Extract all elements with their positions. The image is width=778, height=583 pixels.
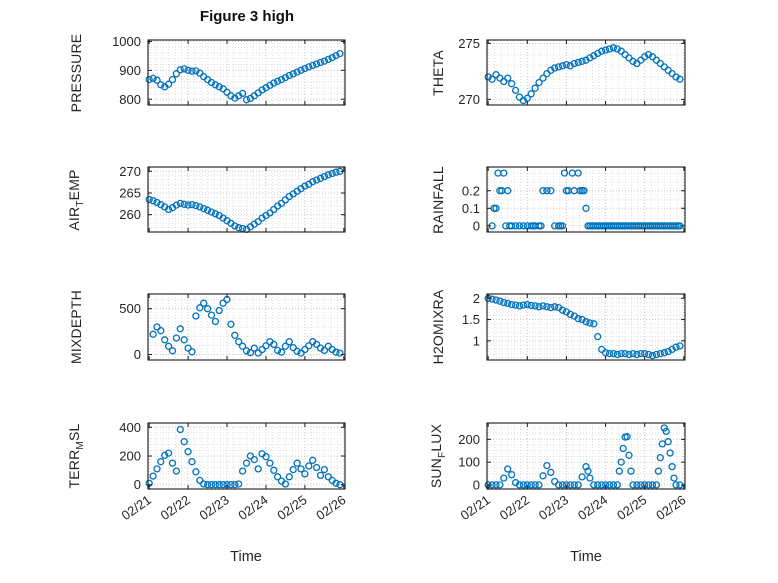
svg-text:275: 275 (458, 36, 480, 51)
y-tick-labels: 11.52 (462, 291, 480, 349)
tick-marks (148, 40, 345, 105)
svg-text:200: 200 (119, 449, 141, 464)
svg-text:400: 400 (119, 420, 141, 435)
subplot-THETA: 270 275 (458, 36, 686, 107)
data-points (484, 44, 684, 105)
grid (487, 167, 685, 232)
subplot-H2OMIXRA: 11.52 (462, 291, 686, 361)
data-points (484, 294, 684, 360)
svg-text:260: 260 (119, 207, 141, 222)
data-points (488, 169, 684, 230)
svg-text:02/23: 02/23 (196, 492, 231, 523)
svg-text:0.1: 0.1 (462, 201, 480, 216)
axes-box (147, 166, 346, 233)
y-tick-labels: 0 500 (119, 301, 141, 362)
y-tick-labels: 260 265 270 (119, 164, 141, 222)
data-points (484, 424, 684, 489)
ylabel-rainfall: RAINFALL (430, 165, 446, 234)
tick-marks (148, 294, 345, 360)
svg-text:0: 0 (473, 477, 480, 492)
subplot-SUN_FLUX: 0 100 200 02/21 02/22 02/23 02/24 02/25 02/26 (458, 422, 689, 523)
svg-text:02/23: 02/23 (536, 492, 571, 523)
svg-text:02/24: 02/24 (575, 492, 610, 523)
svg-text:02/26: 02/26 (653, 492, 688, 523)
tick-marks (487, 167, 685, 232)
tick-marks (148, 423, 345, 489)
ylabel-pressure: PRESSURE (68, 33, 84, 112)
subplot-AIR_TEMP: 260 265 270 (119, 164, 346, 234)
svg-text:0: 0 (134, 347, 141, 362)
axes-box (486, 422, 686, 490)
svg-text:270: 270 (458, 92, 480, 107)
x-axis-title-left: Time (230, 549, 262, 565)
svg-text:02/22: 02/22 (158, 492, 193, 523)
grid (148, 423, 345, 489)
y-tick-labels: 0 0.1 0.2 (462, 183, 480, 233)
svg-text:1.5: 1.5 (462, 312, 480, 327)
x-tick-labels: 02/21 02/22 02/23 02/24 02/25 02/26 (458, 492, 689, 523)
grid (487, 293, 685, 360)
svg-text:02/25: 02/25 (614, 492, 649, 523)
y-tick-labels: 270 275 (458, 36, 480, 107)
figure-title: Figure 3 high (199, 8, 295, 25)
svg-text:1000: 1000 (112, 34, 141, 49)
svg-text:02/26: 02/26 (313, 492, 348, 523)
svg-text:100: 100 (458, 455, 480, 470)
ylabel-theta: THETA (430, 49, 446, 96)
grid (487, 423, 685, 489)
grid (148, 40, 345, 106)
subplot-PRESSURE: 800 900 1000 (112, 34, 346, 107)
axes-box (147, 39, 346, 106)
ylabel-sun-flux: SUNFLUX (428, 423, 448, 489)
data-points (149, 295, 344, 357)
x-axis-title-right: Time (570, 549, 602, 565)
y-tick-labels: 800 900 1000 (112, 34, 141, 107)
y-tick-labels: 0 200 400 (119, 420, 141, 492)
data-points (145, 167, 344, 234)
svg-text:02/25: 02/25 (274, 492, 309, 523)
svg-text:0: 0 (134, 477, 141, 492)
subplot-MIXDEPTH: 0 500 (119, 293, 346, 362)
svg-text:02/21: 02/21 (458, 492, 493, 523)
svg-text:0: 0 (473, 218, 480, 233)
svg-text:0.2: 0.2 (462, 183, 480, 198)
svg-text:1: 1 (473, 333, 480, 348)
x-tick-labels: 02/21 02/22 02/23 02/24 02/25 02/26 (119, 492, 349, 523)
y-tick-labels: 0 100 200 (458, 432, 480, 493)
svg-text:270: 270 (119, 164, 141, 179)
tick-marks (148, 167, 345, 232)
tick-marks (487, 40, 685, 105)
axes-box (486, 293, 686, 361)
svg-text:265: 265 (119, 186, 141, 201)
ylabel-h2omixra: H2OMIXRA (430, 289, 446, 365)
ylabel-mixdepth: MIXDEPTH (68, 290, 84, 364)
ylabel-terr-msl: TERRMSL (66, 423, 86, 489)
ylabel-air-temp: AIRTEMP (66, 168, 86, 231)
data-points (145, 425, 344, 489)
axes-box (486, 39, 686, 106)
data-points (145, 49, 344, 104)
axes-box (147, 293, 346, 361)
subplot-TERR_MSL: 0 200 400 02/21 02/22 02/23 02/24 02/25 02/26 (119, 420, 349, 523)
svg-text:2: 2 (473, 291, 480, 306)
svg-text:02/21: 02/21 (119, 492, 154, 523)
tick-marks (487, 294, 685, 360)
svg-text:200: 200 (458, 432, 480, 447)
svg-text:02/24: 02/24 (235, 492, 270, 523)
tick-marks (487, 423, 685, 489)
subplot-RAINFALL: 0 0.1 0.2 (462, 166, 686, 233)
svg-text:02/22: 02/22 (497, 492, 532, 523)
axes-box (486, 166, 686, 233)
svg-text:800: 800 (119, 92, 141, 107)
svg-text:500: 500 (119, 301, 141, 316)
svg-text:900: 900 (119, 63, 141, 78)
grid (148, 166, 345, 233)
